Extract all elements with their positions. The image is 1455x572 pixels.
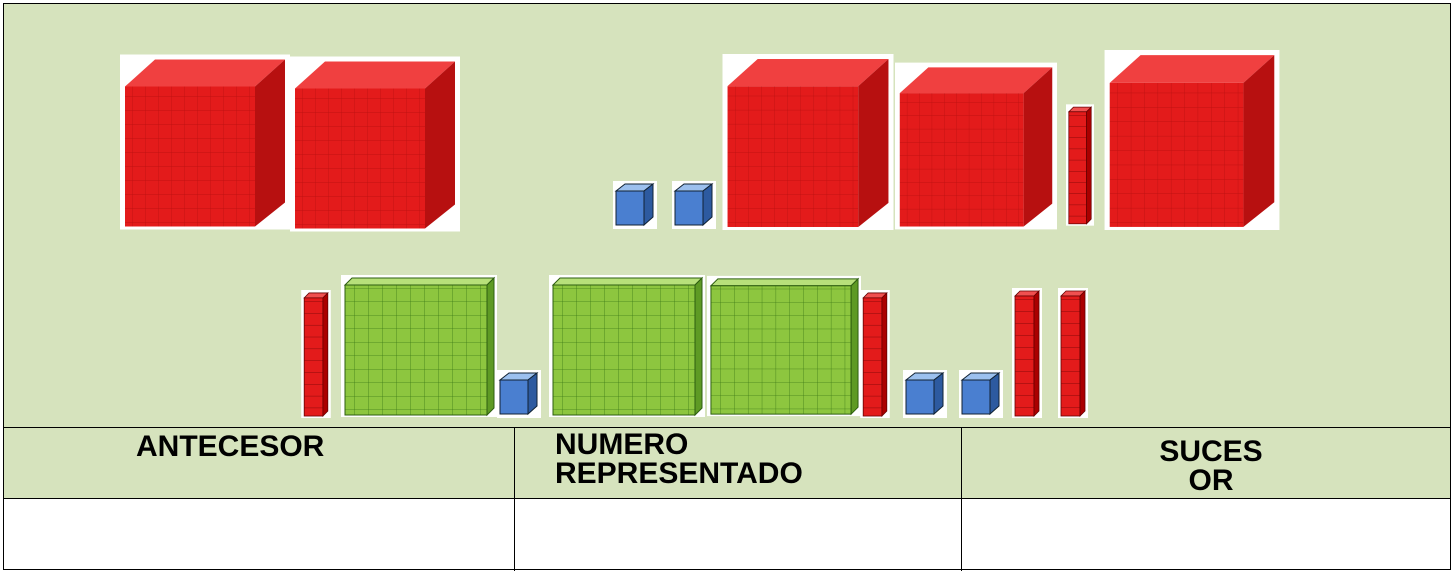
ten-rod [1012,288,1042,418]
unit-cube [959,370,1003,418]
hundred-flat [707,275,861,417]
header-representado: REPRESENTADO [555,457,803,490]
header-suces: SUCES [1159,435,1263,468]
thousand-cube [290,56,460,232]
ten-rod [860,290,890,418]
header-row [4,427,1450,499]
ten-rod [1058,288,1088,418]
column-divider [961,427,962,571]
thousand-cube [722,54,894,230]
column-divider [514,427,515,571]
header-numero: NUMERO [555,428,689,461]
unit-cube [672,181,716,229]
thousand-cube [120,54,290,230]
base-ten-blocks [120,50,1280,418]
hundred-flat [549,275,705,417]
unit-cube [903,370,947,418]
blocks-area [4,4,1450,427]
worksheet-table: ANTECESOR NUMERO REPRESENTADO SUCES OR [3,3,1451,571]
thousand-cube [1104,50,1280,230]
unit-cube [497,370,541,418]
header-antecesor: ANTECESOR [136,430,325,463]
ten-rod [301,290,331,418]
hundred-flat [341,275,497,417]
header-or: OR [1188,464,1234,497]
thousand-cube [895,62,1057,230]
ten-rod [1066,103,1094,227]
unit-cube [613,181,657,229]
